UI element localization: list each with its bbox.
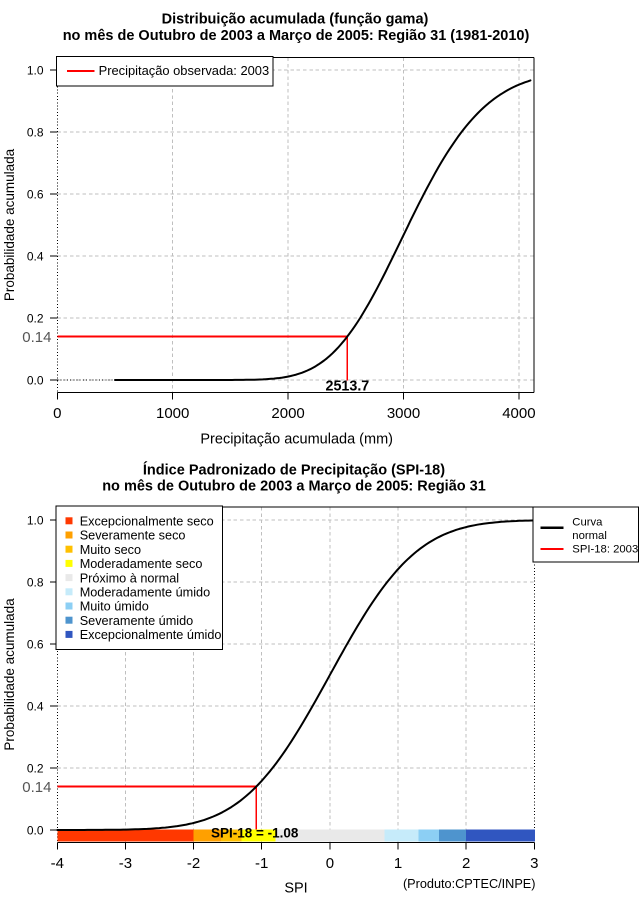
svg-text:Severamente úmido: Severamente úmido [80,614,194,628]
svg-text:(Produto:CPTEC/INPE): (Produto:CPTEC/INPE) [403,877,536,891]
svg-text:Moderadamente úmido: Moderadamente úmido [80,586,210,600]
svg-text:SPI: SPI [284,881,307,897]
svg-text:0.4: 0.4 [27,699,44,713]
svg-text:3000: 3000 [387,405,420,422]
svg-text:0.8: 0.8 [27,575,44,589]
svg-text:2000: 2000 [271,405,304,422]
svg-text:Moderadamente seco: Moderadamente seco [80,557,203,571]
svg-text:3: 3 [530,855,538,872]
svg-text:1.0: 1.0 [27,63,44,77]
svg-text:0.4: 0.4 [27,249,44,263]
svg-text:0.6: 0.6 [27,637,44,651]
svg-text:Muito úmido: Muito úmido [80,600,149,614]
svg-text:0.0: 0.0 [27,373,44,387]
svg-text:no mês de Outubro de 2003 a Ma: no mês de Outubro de 2003 a Março de 200… [63,28,530,44]
svg-text:normal: normal [572,530,607,542]
svg-text:0.8: 0.8 [27,125,44,139]
svg-text:2: 2 [462,855,470,872]
svg-text:Precipitação observada: 2003: Precipitação observada: 2003 [99,63,270,78]
svg-text:Excepcionalmente úmido: Excepcionalmente úmido [80,628,222,642]
svg-text:Curva: Curva [572,517,603,529]
svg-text:Severamente seco: Severamente seco [80,529,186,543]
svg-text:0: 0 [326,855,334,872]
svg-text:Distribuição acumulada (função: Distribuição acumulada (função gama) [162,12,429,28]
svg-text:-1: -1 [255,855,268,872]
svg-text:0: 0 [53,405,61,422]
svg-text:-2: -2 [187,855,200,872]
svg-text:SPI-18: 2003: SPI-18: 2003 [572,543,638,555]
svg-text:-4: -4 [51,855,64,872]
svg-text:Precipitação acumulada (mm): Precipitação acumulada (mm) [200,432,393,448]
svg-text:0.0: 0.0 [27,823,44,837]
svg-text:0.6: 0.6 [27,187,44,201]
svg-text:no mês de Outubro de 2003 a Ma: no mês de Outubro de 2003 a Março de 200… [102,479,486,495]
svg-text:0.2: 0.2 [27,761,44,775]
svg-text:Próximo à normal: Próximo à normal [80,571,179,585]
svg-text:4000: 4000 [502,405,535,422]
svg-text:0.14: 0.14 [22,779,51,796]
svg-text:Probabilidade acumulada: Probabilidade acumulada [2,148,17,301]
svg-text:Probabilidade acumulada: Probabilidade acumulada [2,598,17,751]
svg-text:Muito seco: Muito seco [80,543,141,557]
svg-text:0.2: 0.2 [27,311,44,325]
svg-text:2513.7: 2513.7 [326,379,370,395]
svg-text:0.14: 0.14 [22,329,51,346]
svg-text:Excepcionalmente seco: Excepcionalmente seco [80,515,214,529]
svg-text:Índice Padronizado de Precipit: Índice Padronizado de Precipitação (SPI-… [143,461,445,478]
svg-text:1: 1 [394,855,402,872]
svg-text:SPI-18 = -1.08: SPI-18 = -1.08 [211,825,299,840]
svg-text:1.0: 1.0 [27,513,44,527]
svg-text:-3: -3 [119,855,132,872]
svg-text:1000: 1000 [156,405,189,422]
